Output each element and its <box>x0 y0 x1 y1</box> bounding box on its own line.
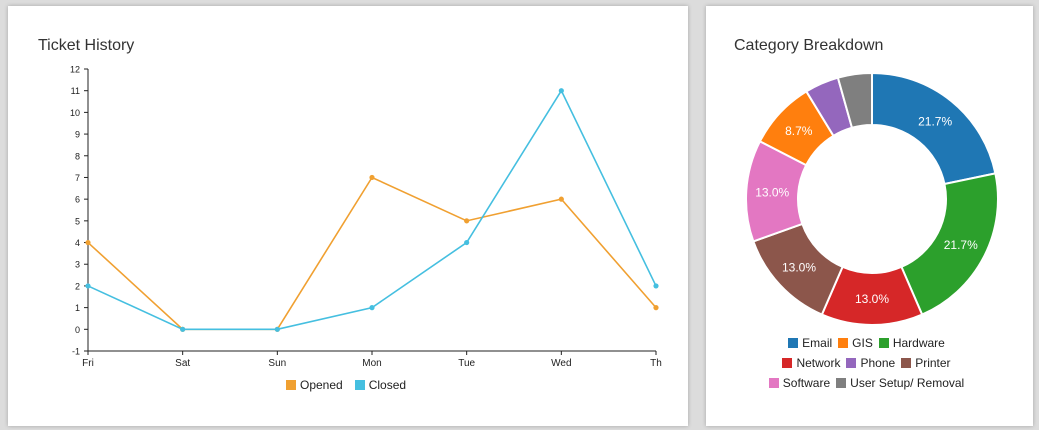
data-point-opened[interactable] <box>85 239 91 246</box>
y-tick-label: 12 <box>70 65 80 75</box>
y-tick-label: 0 <box>75 325 80 335</box>
legend-label: Printer <box>915 356 951 370</box>
x-tick-label: Sun <box>268 358 286 369</box>
y-tick-label: 4 <box>75 238 80 248</box>
slice-label-gis: 8.7% <box>785 124 813 138</box>
legend-row: Network Phone Printer <box>706 353 1033 373</box>
y-tick-label: 7 <box>75 173 80 183</box>
legend-label: Network <box>796 356 841 370</box>
data-point-opened[interactable] <box>653 305 659 311</box>
legend-label: GIS <box>852 336 873 350</box>
legend-label-opened: Opened <box>300 378 343 392</box>
category-breakdown-panel: Category Breakdown 21.7% 21.7% 13.0% 13.0% 1… <box>706 6 1033 426</box>
legend-label: Software <box>782 376 831 390</box>
data-point-closed[interactable] <box>274 326 280 332</box>
y-tick-label: 10 <box>70 108 80 118</box>
legend-item-network[interactable]: Network <box>782 356 840 370</box>
y-tick-label: 8 <box>75 151 80 161</box>
legend-swatch <box>768 378 779 388</box>
category-breakdown-legend: Email GIS Hardware Network Phone Printer Softw… <box>706 333 1033 393</box>
legend-item-printer[interactable]: Printer <box>901 356 951 370</box>
legend-label: Hardware <box>892 336 945 350</box>
slice-user-setup[interactable] <box>836 71 873 129</box>
legend-label: Phone <box>860 356 896 370</box>
y-tick-label: 6 <box>75 195 80 205</box>
x-tick-label: Mon <box>362 358 381 369</box>
y-tick-label: 9 <box>75 130 80 140</box>
y-tick-label: 1 <box>75 303 80 313</box>
category-breakdown-chart: 21.7% 21.7% 13.0% 13.0% 13.0% 8.7% <box>745 71 999 326</box>
legend-swatch <box>901 358 912 368</box>
data-point-closed[interactable] <box>85 283 91 289</box>
legend-swatch <box>782 358 793 368</box>
y-tick-label: 2 <box>75 281 80 291</box>
legend-swatch <box>846 358 857 368</box>
legend-item-gis[interactable]: GIS <box>838 336 873 350</box>
slice-label-printer: 13.0% <box>782 260 816 274</box>
x-tick-label: Th <box>650 358 662 369</box>
data-point-closed[interactable] <box>180 326 186 332</box>
legend-item-closed[interactable]: Closed <box>354 378 407 392</box>
x-tick-label: Wed <box>551 358 571 369</box>
x-tick-label: Tue <box>458 358 475 369</box>
opened-swatch <box>286 380 296 390</box>
x-tick-label: Sat <box>175 358 190 369</box>
legend-item-opened[interactable]: Opened <box>286 378 343 392</box>
closed-swatch <box>354 380 365 390</box>
ticket-history-panel: Ticket History -1 0 1 2 3 4 5 6 7 8 9 10 11 12 Fri Sat S… <box>8 6 688 426</box>
data-point-closed[interactable] <box>653 283 659 289</box>
legend-item-user-setup[interactable]: User Setup/ Removal <box>836 376 964 390</box>
legend-row: Software User Setup/ Removal <box>706 373 1033 393</box>
y-tick-label: 5 <box>75 216 80 226</box>
legend-label: User Setup/ Removal <box>850 376 965 390</box>
legend-swatch <box>838 338 849 348</box>
data-point-closed[interactable] <box>464 239 470 246</box>
x-tick-label: Fri <box>82 358 94 369</box>
legend-item-phone[interactable]: Phone <box>846 356 895 370</box>
data-point-opened[interactable] <box>464 218 470 224</box>
legend-label: Email <box>802 336 833 350</box>
legend-item-email[interactable]: Email <box>788 336 832 350</box>
legend-label-closed: Closed <box>368 378 407 392</box>
legend-swatch <box>788 338 799 348</box>
data-point-closed[interactable] <box>558 88 564 94</box>
y-tick-label: -1 <box>72 347 80 357</box>
data-point-opened[interactable] <box>558 196 564 202</box>
slice-label-software: 13.0% <box>755 185 789 199</box>
data-point-closed[interactable] <box>369 305 375 311</box>
legend-swatch <box>836 378 847 388</box>
ticket-history-title: Ticket History <box>38 37 135 54</box>
slice-label-network: 13.0% <box>855 292 889 306</box>
slice-email[interactable] <box>871 71 997 186</box>
ticket-history-legend: Opened Closed <box>286 378 412 392</box>
slice-label-hardware: 21.7% <box>944 238 978 252</box>
data-point-opened[interactable] <box>369 174 375 181</box>
y-tick-label: 11 <box>71 86 80 96</box>
slice-label-email: 21.7% <box>918 114 952 128</box>
y-tick-label: 3 <box>75 260 80 270</box>
category-breakdown-title: Category Breakdown <box>734 37 884 54</box>
legend-row: Email GIS Hardware <box>706 333 1033 353</box>
legend-swatch <box>878 338 889 348</box>
legend-item-hardware[interactable]: Hardware <box>878 336 945 350</box>
legend-item-software[interactable]: Software <box>768 376 831 390</box>
